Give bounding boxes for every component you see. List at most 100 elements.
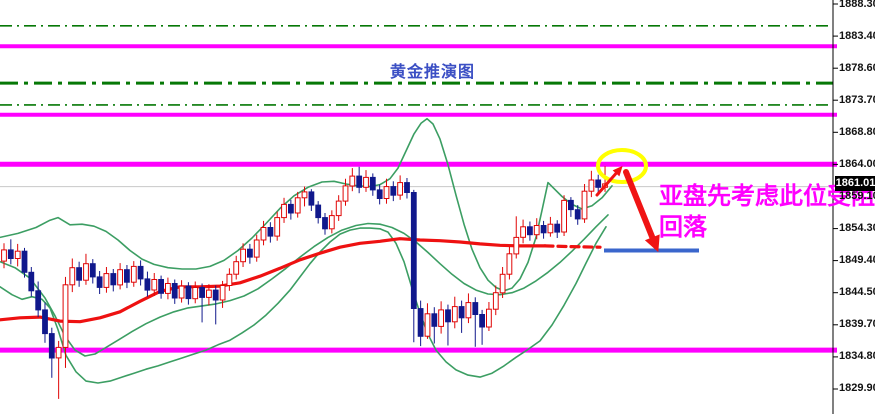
candle-body [192, 287, 199, 300]
candle-body [356, 175, 363, 188]
candle-body [137, 265, 144, 280]
bollinger-middle-band [0, 214, 609, 357]
candle-body [96, 276, 103, 288]
candle-body [28, 271, 35, 292]
candle-body [431, 313, 438, 327]
candle-body [588, 179, 595, 192]
candle-body [595, 179, 602, 188]
axis-price-label: 1873.70 [839, 93, 875, 106]
candle-body [540, 225, 547, 234]
candle-body [294, 197, 301, 214]
candle-body [14, 250, 21, 259]
candle-body [267, 227, 274, 237]
candle-body [533, 225, 540, 236]
candle-body [219, 285, 226, 301]
candle-body [465, 302, 472, 319]
candle-body [383, 186, 390, 200]
candle-body [424, 313, 431, 337]
arrow-down-head [644, 234, 660, 253]
candle-body [48, 333, 55, 359]
current-price-badge: 1861.01 [835, 176, 875, 191]
candle-body [226, 273, 233, 286]
candle-body [260, 227, 267, 241]
candle-body [110, 273, 117, 286]
candle-body [349, 175, 356, 187]
candle-body [581, 190, 588, 220]
candle-body [315, 204, 322, 219]
red-ma-line [0, 237, 547, 324]
candle-body [547, 223, 554, 234]
candle-body [69, 267, 76, 286]
axis-price-label: 1864.00 [839, 157, 875, 170]
candle-body [568, 199, 574, 211]
candle-body [404, 182, 410, 194]
arrow-down [623, 169, 658, 247]
candle-body [390, 186, 397, 196]
candle-body [506, 253, 513, 275]
candle-body [308, 191, 315, 206]
candle-body [445, 309, 451, 323]
candle-body [206, 289, 212, 298]
candle-body [165, 283, 171, 294]
candle-body [342, 185, 349, 202]
arrow-up [595, 168, 621, 197]
candle-body [288, 203, 294, 214]
candle-body [124, 269, 130, 283]
candle-body [62, 284, 69, 348]
axis-price-label: 1868.80 [839, 125, 875, 138]
candle-body [240, 248, 246, 263]
highlight-ellipse [596, 148, 648, 184]
candle-body [376, 189, 383, 199]
candle-body [335, 200, 342, 217]
arrow-up-head [612, 165, 623, 177]
candle-body [185, 285, 192, 300]
candle-body [253, 239, 260, 258]
candle-body [178, 285, 185, 299]
candle-body [363, 176, 369, 188]
candle-body [171, 283, 178, 299]
candle-body [486, 308, 492, 328]
axis-price-label: 1839.70 [839, 318, 875, 331]
candle-body [158, 279, 164, 294]
candle-body [151, 279, 158, 291]
candle-body [281, 203, 287, 219]
candle-body [499, 273, 506, 294]
axis-price-label: 1854.30 [839, 222, 875, 235]
candle-body [520, 226, 527, 238]
candle-body [247, 248, 253, 258]
candle-body [7, 249, 14, 259]
axis-price-label: 1849.40 [839, 254, 875, 267]
candle-body [83, 263, 89, 281]
candle-body [438, 309, 445, 327]
candle-body [472, 302, 479, 316]
candle-body [322, 217, 328, 230]
red-ma-line-dashed [543, 244, 602, 249]
candle-body [35, 290, 42, 311]
candle-body [55, 346, 62, 359]
candle-body [513, 236, 520, 255]
candle-body [458, 306, 465, 319]
annotation-line-2: 回落 [659, 214, 707, 241]
candle-body [89, 263, 96, 278]
candle-body [479, 314, 486, 328]
candle-body [199, 287, 205, 298]
candle-body [527, 226, 533, 236]
candle-body [328, 215, 335, 230]
axis-price-label: 1888.30 [839, 0, 875, 10]
candle-body [76, 267, 82, 281]
candle-body [233, 261, 240, 275]
bollinger-lower-band [0, 226, 607, 384]
candle-body [561, 199, 568, 233]
candle-body [117, 269, 123, 286]
candle-body [212, 289, 219, 301]
candle-body [301, 191, 308, 199]
axis-price-label: 1829.90 [839, 382, 875, 395]
axis-price-label: 1878.60 [839, 61, 875, 74]
candle-body [274, 217, 281, 237]
candle-body [397, 182, 404, 196]
axis-price-label: 1844.50 [839, 286, 875, 299]
candle-body [130, 265, 137, 283]
candle-body [21, 250, 28, 273]
